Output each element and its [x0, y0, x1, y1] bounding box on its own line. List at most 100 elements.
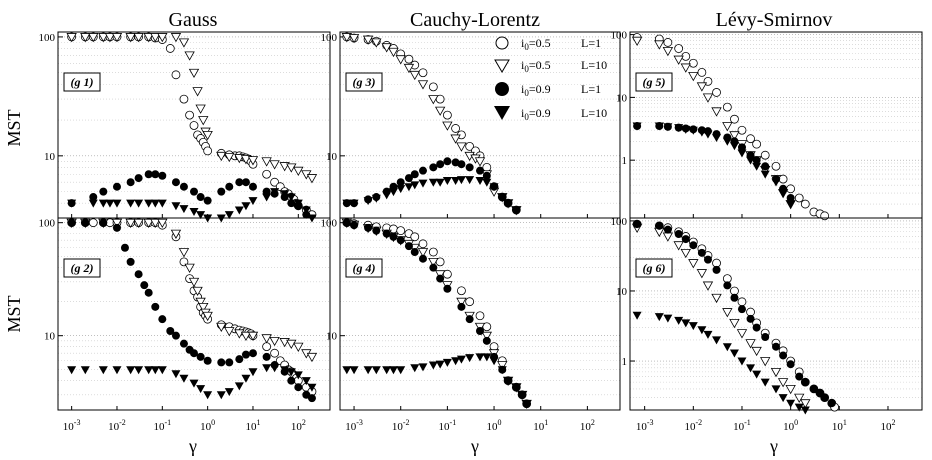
data-point — [770, 367, 782, 378]
data-point — [262, 169, 272, 179]
data-point — [157, 199, 167, 208]
x-tick-label: 10-2 — [108, 418, 126, 433]
data-point — [418, 239, 428, 249]
data-point — [67, 218, 76, 227]
data-point — [482, 353, 492, 362]
data-point — [702, 281, 714, 291]
data-point — [442, 358, 452, 367]
data-point — [98, 199, 108, 208]
data-point — [786, 200, 796, 209]
data-point — [465, 297, 475, 307]
data-point — [654, 313, 664, 322]
x-tick-label: 102 — [291, 418, 306, 433]
data-point — [99, 187, 108, 196]
data-point — [234, 382, 244, 391]
legend-marker-filled-circle — [495, 82, 509, 96]
data-point — [216, 391, 226, 400]
data-point — [457, 160, 466, 169]
data-point — [88, 199, 98, 208]
data-point — [697, 248, 706, 257]
data-point — [410, 181, 420, 190]
data-point — [134, 270, 143, 279]
data-point — [349, 366, 359, 375]
panel-label-box — [63, 72, 101, 92]
data-point — [517, 391, 527, 400]
data-point — [192, 286, 203, 297]
data-point — [696, 82, 708, 92]
data-point — [786, 184, 796, 194]
data-point — [198, 116, 209, 126]
data-point — [144, 199, 154, 208]
panel-label-box — [63, 258, 101, 278]
data-point — [809, 384, 818, 393]
data-point — [203, 146, 213, 156]
data-point — [157, 218, 168, 228]
data-point — [363, 366, 373, 375]
legend-item: i0=0.9 L=10 — [494, 106, 607, 122]
data-point — [185, 110, 195, 120]
data-point — [476, 166, 484, 175]
data-point — [80, 366, 90, 375]
legend: i0=0.5 L=1 i0=0.5 L=10 i0=0.9 L=1 i0=0.9… — [494, 36, 607, 122]
data-point — [293, 371, 303, 380]
data-point — [410, 364, 420, 373]
data-point — [88, 33, 99, 43]
data-point — [737, 143, 746, 152]
data-point — [760, 378, 770, 387]
data-point — [404, 242, 413, 251]
data-point — [688, 71, 699, 82]
data-point — [711, 293, 722, 304]
column-title-gauss: Gauss — [169, 9, 218, 31]
data-point — [633, 220, 642, 229]
data-point — [198, 302, 209, 313]
data-point — [66, 33, 77, 43]
data-point — [363, 197, 373, 206]
data-point — [632, 122, 642, 131]
data-point — [184, 263, 195, 273]
data-point — [349, 199, 359, 208]
data-point — [126, 366, 136, 375]
data-point — [434, 106, 446, 116]
data-point — [511, 206, 521, 215]
data-point — [730, 293, 739, 302]
data-point — [188, 68, 200, 79]
data-point — [269, 336, 280, 347]
data-point — [489, 183, 499, 192]
x-tick-label: 100 — [783, 418, 798, 433]
data-point — [760, 170, 770, 179]
data-point — [752, 323, 761, 332]
data-point — [428, 178, 438, 187]
data-point — [730, 114, 739, 124]
panel-g1: 10 100 (g 1) — [39, 31, 331, 223]
x-tick-label: 10-3 — [63, 418, 81, 433]
data-point — [126, 199, 136, 208]
data-point — [203, 196, 212, 205]
data-point — [410, 232, 420, 242]
data-point — [450, 134, 461, 144]
panel-label: (g 1) — [71, 75, 94, 89]
data-point — [88, 218, 98, 228]
data-point — [778, 394, 788, 403]
data-point — [443, 284, 452, 293]
data-point — [342, 199, 352, 208]
data-point — [800, 199, 810, 209]
data-point — [482, 171, 491, 180]
data-point — [179, 94, 189, 104]
data-point — [286, 163, 297, 173]
data-point — [280, 190, 290, 199]
data-point — [673, 55, 684, 65]
data-point — [364, 223, 373, 232]
data-point — [404, 183, 414, 192]
data-point — [140, 281, 149, 290]
data-point — [663, 123, 673, 132]
data-point — [465, 163, 474, 172]
data-point — [189, 208, 199, 217]
data-point — [216, 322, 227, 333]
panel-frame — [339, 31, 621, 219]
data-point — [760, 357, 771, 367]
data-point — [662, 232, 674, 242]
data-point — [785, 385, 796, 395]
data-point — [418, 166, 427, 175]
data-point — [428, 95, 439, 105]
data-point — [372, 226, 381, 235]
